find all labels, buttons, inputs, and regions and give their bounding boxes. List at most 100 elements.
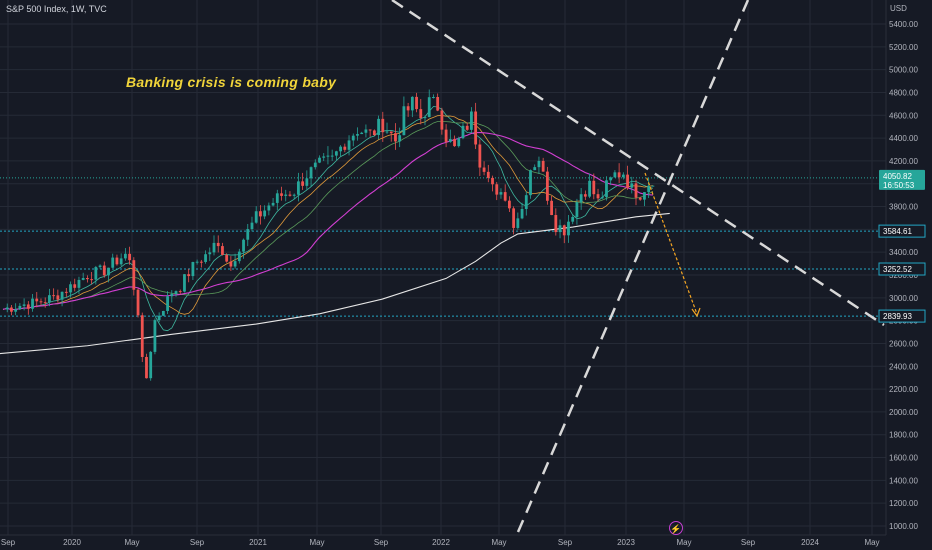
descending-trendline[interactable] [391, 0, 885, 327]
y-tick-label: 5000.00 [889, 66, 918, 75]
candle-body [579, 194, 583, 203]
candle-body [545, 171, 549, 201]
candle-body [351, 135, 355, 141]
x-tick-label: Sep [190, 538, 205, 547]
candle-body [292, 194, 296, 196]
y-tick-label: 5200.00 [889, 43, 918, 52]
candle-body [123, 253, 127, 259]
candle-body [212, 242, 216, 253]
candle-body [423, 117, 427, 119]
candle-body [140, 315, 144, 357]
candle-body [22, 304, 26, 306]
candle-body [448, 139, 452, 142]
level-label: 3252.52 [883, 265, 912, 274]
candle-body [482, 167, 486, 172]
candle-body [550, 200, 553, 216]
candle-body [233, 261, 237, 267]
candle-body [588, 180, 591, 197]
candle-body [322, 156, 326, 158]
horizontal-levels [0, 177, 886, 317]
x-tick-label: May [124, 538, 139, 547]
candlesticks [5, 89, 655, 381]
candle-body [115, 257, 119, 265]
x-tick-label: 2020 [63, 538, 81, 547]
ma-100 [2, 132, 653, 311]
x-tick-label: Sep [741, 538, 756, 547]
candle-body [98, 265, 102, 268]
candle-body [81, 278, 85, 280]
candle-body [583, 194, 587, 197]
candle-body [284, 194, 288, 196]
level-label: 2839.93 [883, 312, 912, 321]
candle-body [301, 181, 305, 186]
candle-body [562, 225, 566, 236]
candle-body [372, 130, 376, 136]
y-tick-label: 1200.00 [889, 499, 918, 508]
candle-body [43, 302, 47, 304]
candle-body [600, 197, 604, 199]
y-tick-label: 1000.00 [889, 522, 918, 531]
candle-body [389, 131, 393, 134]
time-axis[interactable]: Sep 2020 May Sep 2021 May Sep 2022 May Sep 2023 May… [1, 538, 880, 547]
candle-body [356, 134, 359, 136]
candle-body [31, 298, 34, 309]
lightning-icon[interactable]: ⚡ [669, 521, 683, 535]
candle-body [221, 246, 224, 255]
chart-title: S&P 500 Index, 1W, TVC [6, 4, 107, 14]
ascending-trendline[interactable] [516, 0, 750, 533]
candle-body [275, 193, 279, 203]
candle-body [309, 167, 313, 179]
candle-body [102, 265, 106, 276]
candle-body [575, 202, 579, 217]
candle-body [605, 180, 608, 198]
candle-body [145, 356, 148, 379]
candle-body [368, 129, 372, 131]
candle-body [183, 274, 186, 292]
candle-body [617, 172, 621, 178]
candle-body [609, 177, 613, 181]
current-price-label: 4050.82 [883, 172, 912, 181]
candle-body [153, 320, 157, 352]
candle-body [626, 174, 629, 188]
candle-body [499, 192, 503, 195]
candle-body [14, 309, 18, 312]
ma-mid [2, 115, 653, 315]
candle-body [495, 184, 499, 195]
candle-body [170, 293, 174, 297]
countdown-label: 16:50:53 [883, 181, 915, 190]
candle-body [465, 125, 469, 130]
candle-body [512, 208, 516, 228]
candle-body [508, 200, 511, 209]
candle-body [174, 291, 178, 294]
y-tick-label: 5400.00 [889, 20, 918, 29]
candle-body [195, 261, 199, 263]
candle-body [334, 151, 338, 156]
candle-body [35, 298, 39, 302]
candle-body [52, 295, 56, 297]
y-tick-label: 4800.00 [889, 88, 918, 97]
candle-body [537, 160, 541, 168]
candle-body [128, 253, 131, 261]
candle-body [263, 210, 267, 217]
y-tick-label: 1600.00 [889, 454, 918, 463]
candle-body [216, 242, 220, 247]
trendlines [391, 0, 885, 533]
candle-body [204, 254, 207, 262]
candle-body [149, 351, 153, 379]
y-tick-label: 3800.00 [889, 203, 918, 212]
candle-body [225, 254, 229, 262]
y-tick-label: 2400.00 [889, 362, 918, 371]
level-label-box [878, 224, 926, 238]
current-price-badge [879, 169, 925, 190]
candle-body [410, 96, 414, 111]
candle-body [90, 279, 94, 281]
candle-body [486, 171, 490, 178]
ma-200 [0, 212, 670, 355]
candle-body [432, 97, 435, 99]
candle-body [259, 211, 262, 217]
moving-averages [0, 106, 670, 355]
candle-body [427, 97, 431, 118]
candle-body [111, 257, 115, 268]
projection-arrow[interactable] [644, 172, 698, 315]
